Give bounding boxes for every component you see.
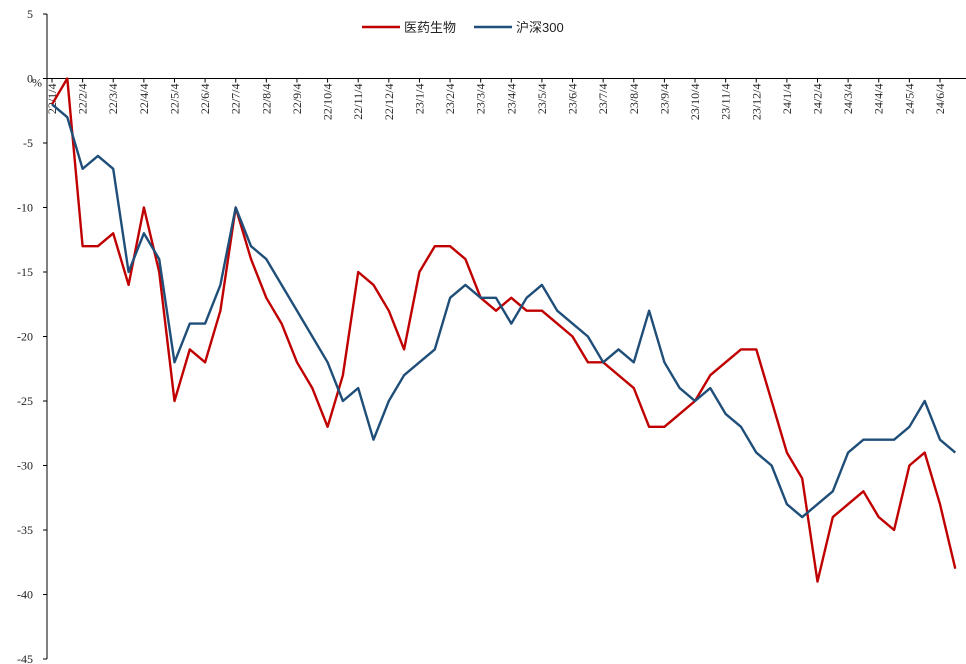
x-tick-label: 22/12/4 xyxy=(382,84,396,121)
x-tick-label: 24/3/4 xyxy=(841,84,855,115)
y-tick-label: 0 xyxy=(27,72,33,86)
x-tick-label: 22/9/4 xyxy=(290,84,304,115)
x-tick-label: 23/3/4 xyxy=(474,84,488,115)
x-tick-label: 23/6/4 xyxy=(566,84,580,115)
y-tick-label: 5 xyxy=(27,7,33,21)
x-tick-label: 23/7/4 xyxy=(596,84,610,115)
x-tick-label: 23/2/4 xyxy=(443,84,457,115)
y-axis-label: % xyxy=(32,76,42,90)
x-tick-label: 22/6/4 xyxy=(198,84,212,115)
x-tick-label: 23/1/4 xyxy=(412,84,426,115)
x-tick-label: 22/2/4 xyxy=(76,84,90,115)
y-tick-label: -45 xyxy=(17,652,33,664)
x-tick-label: 23/11/4 xyxy=(719,84,733,120)
y-tick-label: -30 xyxy=(17,459,33,473)
x-tick-label: 23/4/4 xyxy=(504,84,518,115)
legend-label: 医药生物 xyxy=(404,20,456,35)
x-tick-label: 22/4/4 xyxy=(137,84,151,115)
y-tick-label: -40 xyxy=(17,588,33,602)
x-tick-label: 22/11/4 xyxy=(351,84,365,120)
x-tick-label: 23/5/4 xyxy=(535,84,549,115)
x-tick-label: 24/4/4 xyxy=(872,84,886,115)
x-tick-label: 23/9/4 xyxy=(657,84,671,115)
series-line xyxy=(51,103,957,519)
x-tick-label: 23/8/4 xyxy=(627,84,641,115)
y-tick-label: -25 xyxy=(17,394,33,408)
y-tick-label: -20 xyxy=(17,330,33,344)
x-tick-label: 22/3/4 xyxy=(106,83,120,114)
y-tick-label: -15 xyxy=(17,265,33,279)
x-tick-label: 24/2/4 xyxy=(811,84,825,115)
x-tick-label: 22/5/4 xyxy=(167,84,181,115)
x-tick-label: 23/12/4 xyxy=(749,84,763,121)
x-tick-label: 22/8/4 xyxy=(259,84,273,115)
x-tick-label: 24/5/4 xyxy=(902,84,916,115)
y-tick-label: -10 xyxy=(17,201,33,215)
legend-label: 沪深300 xyxy=(516,20,564,35)
x-tick-label: 22/7/4 xyxy=(229,84,243,115)
x-tick-label: 23/10/4 xyxy=(688,84,702,121)
x-tick-label: 24/6/4 xyxy=(933,84,947,115)
x-tick-label: 22/10/4 xyxy=(321,84,335,121)
y-tick-label: -35 xyxy=(17,523,33,537)
x-tick-label: 24/1/4 xyxy=(780,84,794,115)
y-tick-label: -5 xyxy=(23,136,33,150)
series-line xyxy=(50,77,957,583)
